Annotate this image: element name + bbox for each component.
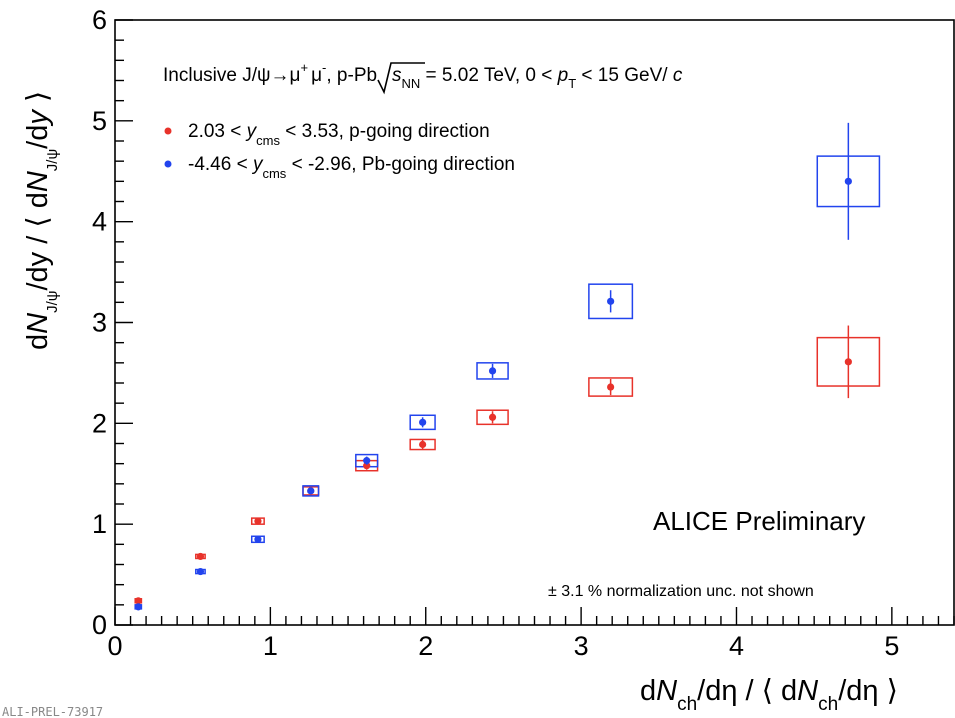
data-point-p-going (363, 462, 371, 470)
systematic-box-pb-going (409, 414, 436, 431)
chart-header: Inclusive J/ψ→μ+ μ-, p-Pb (163, 60, 377, 86)
data-point-p-going (419, 440, 427, 449)
sqrt-sign (377, 62, 425, 95)
x-tick-label: 2 (418, 631, 433, 661)
y-tick-label: 5 (92, 106, 107, 136)
data-point-p-going (134, 597, 142, 605)
legend: 2.03 < ycms < 3.53, p-going direction -4… (164, 121, 515, 181)
x-tick-label: 1 (263, 631, 278, 661)
systematic-boxes (134, 155, 881, 610)
x-axis-title: dNch/dη / ⟨ dNch/dη ⟩ (640, 675, 898, 715)
data-point-pb-going (196, 567, 205, 576)
x-tick-label: 0 (107, 631, 122, 661)
systematic-box-pb-going (302, 485, 320, 497)
data-point-pb-going (254, 535, 262, 543)
y-tick-label: 4 (92, 207, 107, 237)
data-point-p-going (488, 413, 497, 421)
data-point-pb-going (419, 418, 427, 426)
y-tick-label: 6 (92, 5, 107, 35)
systematic-box-p-going (588, 377, 634, 397)
data-point-p-going (196, 552, 205, 561)
legend-label-p-going: 2.03 < ycms < 3.53, p-going direction (188, 121, 490, 148)
data-point-pb-going (607, 297, 615, 305)
normalization-note: ± 3.1 % normalization unc. not shown (548, 583, 814, 600)
data-markers (134, 122, 852, 611)
figure-id: ALI-PREL-73917 (2, 705, 103, 718)
experiment-label: ALICE Preliminary (653, 506, 865, 536)
legend-marker-p-going (164, 127, 172, 135)
legend-marker-pb-going (164, 160, 172, 168)
data-point-pb-going (307, 487, 315, 495)
y-axis-title: dNJ/ψ/dy / ⟨ dNJ/ψ/dy ⟩ (22, 91, 61, 350)
systematic-box-pb-going (476, 362, 509, 380)
data-point-pb-going (844, 177, 852, 185)
y-tick-label: 2 (92, 408, 107, 438)
tick-labels: 0 1 2 3 4 5 0 1 2 3 4 5 6 (92, 5, 899, 661)
chart-header-energy: sNN = 5.02 TeV, 0 < pT < 15 GeV/ c (392, 65, 683, 91)
x-tick-label: 5 (884, 631, 899, 661)
y-tick-label: 1 (92, 509, 107, 539)
ticks (114, 19, 955, 626)
data-point-pb-going (488, 367, 497, 375)
y-tick-label: 0 (92, 610, 107, 640)
systematic-box-p-going (476, 409, 509, 426)
x-tick-label: 4 (729, 631, 744, 661)
legend-label-pb-going: -4.46 < ycms < -2.96, Pb-going direction (188, 154, 515, 181)
data-point-pb-going (134, 603, 142, 611)
systematic-box-pb-going (588, 283, 634, 320)
x-tick-label: 3 (574, 631, 589, 661)
data-point-pb-going (363, 457, 371, 465)
data-point-p-going (844, 358, 852, 366)
y-tick-label: 3 (92, 308, 107, 338)
data-point-p-going (254, 517, 262, 525)
data-point-p-going (607, 383, 615, 391)
